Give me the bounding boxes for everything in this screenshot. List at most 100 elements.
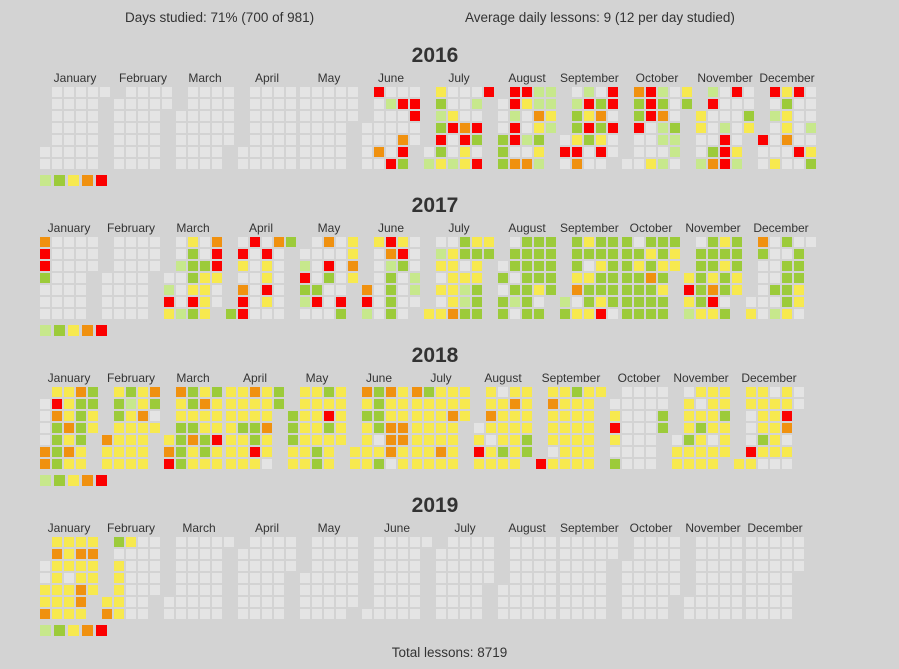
day-cell[interactable] <box>634 273 644 283</box>
day-cell[interactable] <box>200 609 210 619</box>
day-cell[interactable] <box>596 249 606 259</box>
day-cell[interactable] <box>572 411 582 421</box>
day-cell[interactable] <box>560 411 570 421</box>
day-cell[interactable] <box>88 387 98 397</box>
day-cell[interactable] <box>188 285 198 295</box>
day-cell[interactable] <box>238 297 248 307</box>
day-cell[interactable] <box>572 273 582 283</box>
day-cell[interactable] <box>708 423 718 433</box>
day-cell[interactable] <box>300 423 310 433</box>
day-cell[interactable] <box>398 123 408 133</box>
day-cell[interactable] <box>114 309 124 319</box>
day-cell[interactable] <box>720 537 730 547</box>
day-cell[interactable] <box>720 135 730 145</box>
day-cell[interactable] <box>634 447 644 457</box>
day-cell[interactable] <box>262 273 272 283</box>
day-cell[interactable] <box>684 399 694 409</box>
day-cell[interactable] <box>770 435 780 445</box>
day-cell[interactable] <box>708 411 718 421</box>
day-cell[interactable] <box>484 561 494 571</box>
day-cell[interactable] <box>150 423 160 433</box>
day-cell[interactable] <box>212 609 222 619</box>
day-cell[interactable] <box>546 285 556 295</box>
day-cell[interactable] <box>274 159 284 169</box>
day-cell[interactable] <box>548 423 558 433</box>
day-cell[interactable] <box>498 273 508 283</box>
day-cell[interactable] <box>40 423 50 433</box>
day-cell[interactable] <box>336 297 346 307</box>
day-cell[interactable] <box>64 597 74 607</box>
day-cell[interactable] <box>274 123 284 133</box>
day-cell[interactable] <box>250 147 260 157</box>
day-cell[interactable] <box>610 423 620 433</box>
day-cell[interactable] <box>634 123 644 133</box>
day-cell[interactable] <box>560 423 570 433</box>
day-cell[interactable] <box>806 159 816 169</box>
day-cell[interactable] <box>572 135 582 145</box>
day-cell[interactable] <box>758 249 768 259</box>
day-cell[interactable] <box>288 447 298 457</box>
day-cell[interactable] <box>696 609 706 619</box>
day-cell[interactable] <box>510 285 520 295</box>
day-cell[interactable] <box>286 549 296 559</box>
day-cell[interactable] <box>424 399 434 409</box>
day-cell[interactable] <box>188 237 198 247</box>
day-cell[interactable] <box>708 285 718 295</box>
day-cell[interactable] <box>300 261 310 271</box>
day-cell[interactable] <box>102 273 112 283</box>
day-cell[interactable] <box>422 537 432 547</box>
day-cell[interactable] <box>386 111 396 121</box>
day-cell[interactable] <box>312 609 322 619</box>
day-cell[interactable] <box>758 549 768 559</box>
day-cell[interactable] <box>324 261 334 271</box>
day-cell[interactable] <box>138 387 148 397</box>
day-cell[interactable] <box>410 561 420 571</box>
day-cell[interactable] <box>474 447 484 457</box>
day-cell[interactable] <box>646 147 656 157</box>
day-cell[interactable] <box>794 249 804 259</box>
day-cell[interactable] <box>324 237 334 247</box>
day-cell[interactable] <box>324 273 334 283</box>
day-cell[interactable] <box>200 297 210 307</box>
day-cell[interactable] <box>176 297 186 307</box>
day-cell[interactable] <box>448 309 458 319</box>
day-cell[interactable] <box>720 561 730 571</box>
day-cell[interactable] <box>286 123 296 133</box>
day-cell[interactable] <box>324 459 334 469</box>
day-cell[interactable] <box>150 411 160 421</box>
day-cell[interactable] <box>76 447 86 457</box>
day-cell[interactable] <box>274 585 284 595</box>
day-cell[interactable] <box>794 111 804 121</box>
day-cell[interactable] <box>744 87 754 97</box>
day-cell[interactable] <box>362 423 372 433</box>
day-cell[interactable] <box>448 273 458 283</box>
day-cell[interactable] <box>608 309 618 319</box>
day-cell[interactable] <box>300 111 310 121</box>
day-cell[interactable] <box>262 297 272 307</box>
day-cell[interactable] <box>274 285 284 295</box>
day-cell[interactable] <box>720 111 730 121</box>
day-cell[interactable] <box>374 537 384 547</box>
day-cell[interactable] <box>608 147 618 157</box>
day-cell[interactable] <box>76 609 86 619</box>
day-cell[interactable] <box>548 447 558 457</box>
day-cell[interactable] <box>176 585 186 595</box>
day-cell[interactable] <box>460 561 470 571</box>
day-cell[interactable] <box>374 135 384 145</box>
day-cell[interactable] <box>188 297 198 307</box>
day-cell[interactable] <box>658 537 668 547</box>
day-cell[interactable] <box>188 561 198 571</box>
day-cell[interactable] <box>572 123 582 133</box>
day-cell[interactable] <box>212 261 222 271</box>
day-cell[interactable] <box>150 549 160 559</box>
day-cell[interactable] <box>510 447 520 457</box>
day-cell[interactable] <box>522 309 532 319</box>
day-cell[interactable] <box>350 447 360 457</box>
day-cell[interactable] <box>176 399 186 409</box>
day-cell[interactable] <box>732 549 742 559</box>
day-cell[interactable] <box>622 459 632 469</box>
day-cell[interactable] <box>770 597 780 607</box>
day-cell[interactable] <box>76 387 86 397</box>
day-cell[interactable] <box>746 435 756 445</box>
day-cell[interactable] <box>200 561 210 571</box>
